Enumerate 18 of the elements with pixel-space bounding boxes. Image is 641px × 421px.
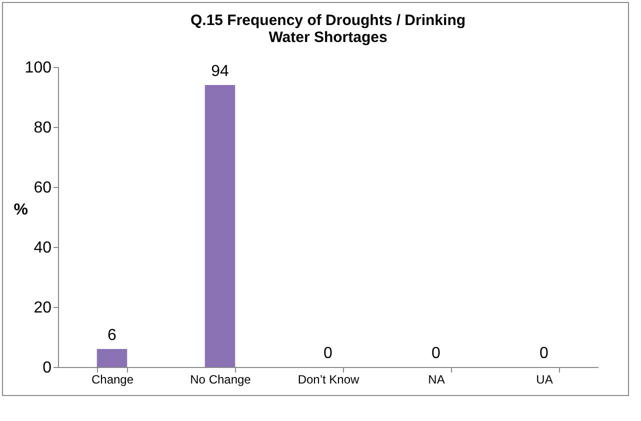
data-label: 94	[211, 63, 229, 80]
x-tick-label: NA	[428, 372, 445, 386]
y-tick-label: 80	[34, 120, 52, 136]
y-tick-label: 40	[34, 240, 52, 256]
y-tick-label: 0	[42, 360, 52, 376]
data-label: 0	[432, 345, 441, 362]
x-tick-label: UA	[536, 372, 553, 386]
x-tick-label: Change	[91, 372, 134, 386]
y-tick-label: 60	[34, 180, 52, 196]
x-tick-label: Don’t Know	[298, 372, 360, 386]
y-axis-title: %	[14, 202, 28, 218]
data-label: 0	[540, 345, 549, 362]
data-label: 6	[108, 327, 117, 344]
chart-title: Q.15 Frequency of Droughts / Drinking Water Shortages	[190, 12, 466, 46]
y-tick-label: 100	[24, 60, 52, 76]
y-tick-label: 20	[34, 300, 52, 316]
data-label: 0	[324, 345, 333, 362]
x-tick-label: No Change	[190, 372, 252, 386]
